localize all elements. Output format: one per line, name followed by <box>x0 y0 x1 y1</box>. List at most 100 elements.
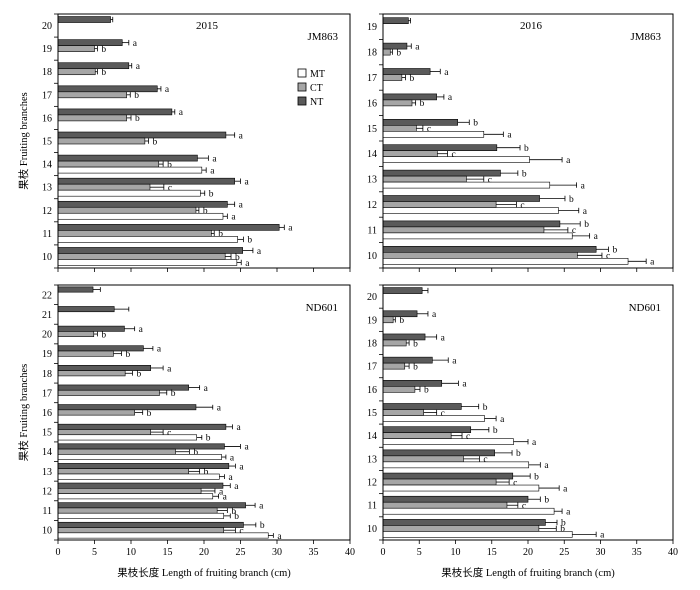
bar-ct <box>382 226 545 234</box>
significance-letter: a <box>245 443 250 453</box>
bar-nt <box>382 93 437 101</box>
significance-letter: b <box>473 119 478 129</box>
bar-nt <box>57 85 158 93</box>
y-tick-label: 15 <box>42 137 52 148</box>
significance-letter: a <box>448 93 453 103</box>
significance-letter: b <box>218 230 223 240</box>
significance-letter: a <box>219 487 224 497</box>
significance-letter: a <box>544 461 549 471</box>
y-tick-label: 10 <box>42 526 52 537</box>
bar-mt <box>57 236 238 243</box>
significance-letter: b <box>206 434 211 444</box>
bar-nt <box>382 169 501 177</box>
x-tick-label: 40 <box>345 547 355 558</box>
x-tick-label: 10 <box>126 547 136 558</box>
bar-ct <box>382 48 391 56</box>
significance-letter: a <box>217 404 222 414</box>
y-tick-label: 19 <box>42 349 52 360</box>
y-tick-label: 15 <box>42 428 52 439</box>
y-tick-label: 13 <box>42 183 52 194</box>
bar-nt <box>57 39 123 46</box>
significance-letter: a <box>245 177 250 187</box>
x-tick-label: 0 <box>381 547 386 558</box>
y-tick-label: 16 <box>367 98 377 109</box>
significance-letter: a <box>212 154 217 164</box>
significance-letter: a <box>139 325 144 335</box>
y-tick-label: 17 <box>42 90 52 101</box>
bar-ct <box>382 316 394 324</box>
bar-nt <box>57 502 246 509</box>
bar-nt <box>57 482 224 489</box>
bar-nt <box>382 449 495 457</box>
y-tick-label: 13 <box>367 175 377 186</box>
y-tick-label: 22 <box>42 290 52 301</box>
bar-ct <box>57 137 146 145</box>
significance-letter: c <box>427 125 431 135</box>
significance-letter: b <box>424 386 429 396</box>
bar-mt <box>382 181 551 189</box>
plot-frame <box>382 284 674 541</box>
bar-mt <box>57 189 201 197</box>
x-tick-label: 15 <box>163 547 173 558</box>
bar-mt <box>57 434 197 441</box>
bar-ct <box>57 45 95 52</box>
panel-bottom-right: 20ab19ab18ab17ab16bca15bca14bca13bca12bc… <box>367 284 678 579</box>
y-tick-label: 11 <box>367 501 377 512</box>
significance-letter: b <box>396 48 401 58</box>
bar-nt <box>57 247 243 254</box>
plot-frame <box>57 284 351 541</box>
x-tick-label: 30 <box>596 547 606 558</box>
significance-letter: b <box>153 137 158 147</box>
significance-letter: a <box>581 181 586 191</box>
y-tick-label: 14 <box>367 431 377 442</box>
y-tick-label: 10 <box>42 252 52 263</box>
y-tick-label: 19 <box>42 44 52 55</box>
significance-letter: a <box>257 247 262 257</box>
legend-swatch-ct <box>297 82 307 92</box>
x-tick-label: 20 <box>523 547 533 558</box>
bar-nt <box>57 306 115 313</box>
bar-mt <box>57 532 269 539</box>
y-tick-label: 12 <box>42 486 52 497</box>
bar-nt <box>57 423 227 430</box>
y-tick-label: 20 <box>42 330 52 341</box>
bar-ct <box>382 339 407 347</box>
bar-mt <box>57 259 238 266</box>
bar-ct <box>382 501 508 509</box>
significance-letter: a <box>245 259 250 269</box>
y-tick-label: 14 <box>42 160 52 171</box>
significance-letter: b <box>209 189 214 199</box>
y-tick-label: 20 <box>367 292 377 303</box>
bar-mt <box>382 131 485 138</box>
significance-letter: b <box>147 409 152 419</box>
bar-mt <box>57 512 225 519</box>
significance-letter: b <box>413 339 418 349</box>
x-tick-label: 25 <box>236 547 246 558</box>
y-tick-label: 15 <box>367 408 377 419</box>
significance-letter: c <box>452 150 456 160</box>
significance-letter: b <box>136 370 141 380</box>
bar-ct <box>57 253 226 260</box>
y-tick-label: 17 <box>42 388 52 399</box>
bar-ct <box>382 74 403 81</box>
significance-letter: b <box>534 472 539 482</box>
bar-ct <box>57 331 95 337</box>
panel-cultivar-label: JM863 <box>307 31 338 43</box>
y-tick-label: 17 <box>367 73 377 84</box>
bar-mt <box>382 438 514 445</box>
bar-nt <box>382 144 498 151</box>
bar-mt <box>382 484 540 492</box>
bar-ct <box>57 183 151 191</box>
x-tick-label: 35 <box>632 547 642 558</box>
significance-letter: b <box>516 449 521 459</box>
bar-mt <box>382 461 530 469</box>
bar-nt <box>382 17 409 25</box>
significance-letter: a <box>239 462 244 472</box>
bar-ct <box>57 448 176 455</box>
significance-letter: b <box>171 389 176 399</box>
y-tick-label: 10 <box>367 524 377 535</box>
significance-letter: c <box>168 183 172 193</box>
y-axis-label: 果枝 Fruiting branches <box>17 364 30 461</box>
bar-ct <box>382 432 452 439</box>
y-tick-label: 13 <box>367 454 377 465</box>
